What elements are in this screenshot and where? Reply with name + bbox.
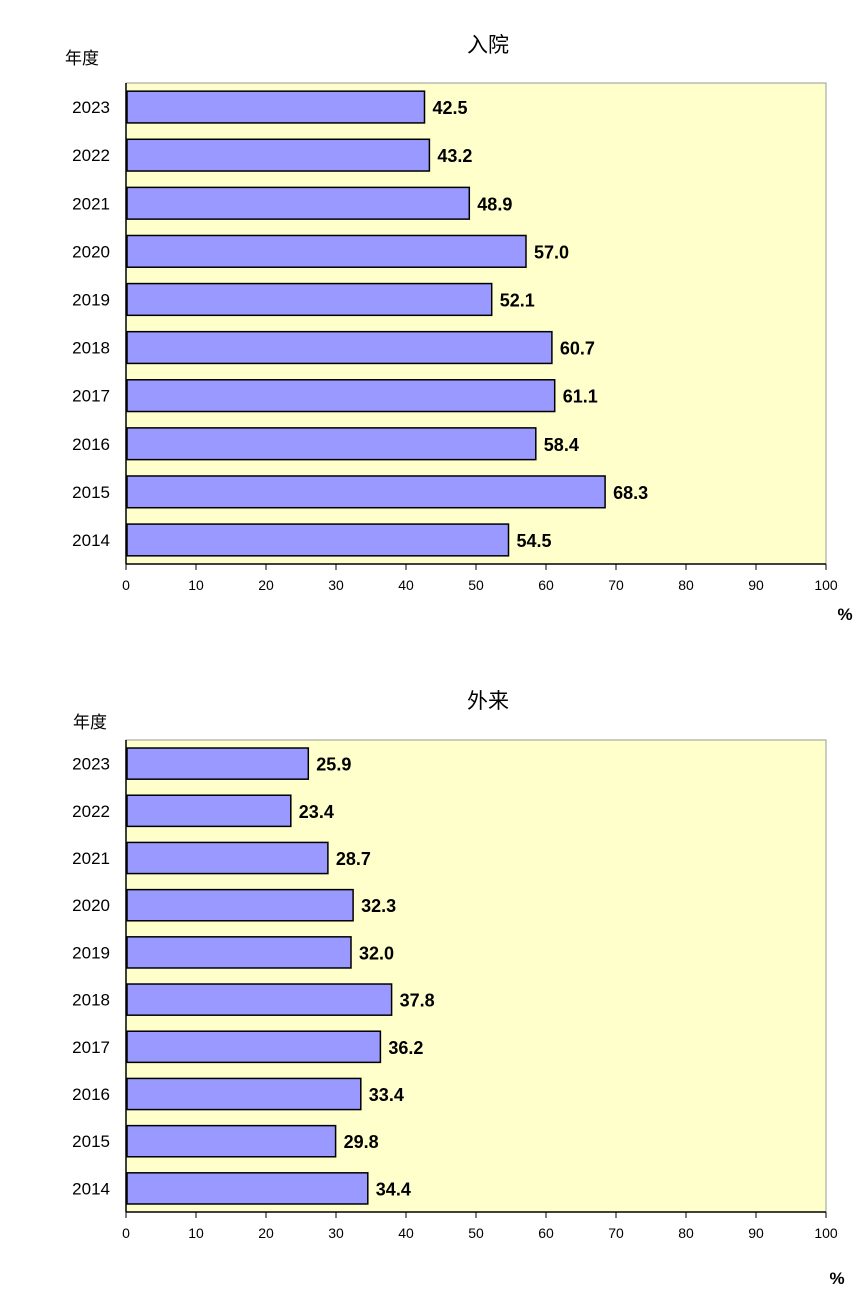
- x-tick-label: 40: [398, 1225, 414, 1241]
- value-label: 68.3: [613, 483, 648, 503]
- category-label: 2017: [72, 387, 110, 406]
- x-tick-label: 0: [122, 1225, 130, 1241]
- bar-2023: [126, 90, 426, 124]
- category-label: 2015: [72, 1132, 110, 1151]
- x-tick-label: 100: [814, 577, 838, 593]
- category-label: 2022: [72, 802, 110, 821]
- category-label: 2021: [72, 194, 110, 213]
- value-label: 61.1: [563, 387, 598, 407]
- chart-title: 入院: [467, 33, 509, 57]
- value-label: 32.0: [359, 943, 394, 963]
- value-label: 42.5: [433, 98, 468, 118]
- bar-2018: [126, 983, 393, 1016]
- category-label: 2021: [72, 849, 110, 868]
- value-label: 29.8: [344, 1132, 379, 1152]
- x-tick-label: 70: [608, 577, 624, 593]
- category-label: 2014: [72, 531, 110, 550]
- category-label: 2017: [72, 1038, 110, 1057]
- category-label: 2023: [72, 98, 110, 117]
- bar-2020: [126, 234, 527, 268]
- category-label: 2019: [72, 943, 110, 962]
- value-label: 34.4: [376, 1179, 411, 1199]
- x-axis-unit: %: [829, 1269, 844, 1288]
- value-label: 33.4: [369, 1085, 404, 1105]
- bar-2018: [126, 330, 553, 365]
- value-label: 32.3: [361, 896, 396, 916]
- category-label: 2016: [72, 435, 110, 454]
- bar-2019: [126, 936, 352, 969]
- bar-2015: [126, 1124, 337, 1158]
- x-tick-label: 30: [328, 577, 344, 593]
- category-label: 2016: [72, 1085, 110, 1104]
- bar-2016: [126, 427, 537, 461]
- x-tick-label: 100: [814, 1225, 838, 1241]
- x-tick-label: 50: [468, 1225, 484, 1241]
- category-label: 2020: [72, 242, 110, 261]
- value-label: 58.4: [544, 435, 579, 455]
- x-tick-label: 80: [678, 577, 694, 593]
- y-axis-label: 年度: [73, 713, 107, 733]
- value-label: 57.0: [534, 242, 569, 262]
- x-tick-label: 90: [748, 1225, 764, 1241]
- x-tick-label: 60: [538, 577, 554, 593]
- bar-2021: [126, 186, 471, 220]
- category-label: 2015: [72, 483, 110, 502]
- value-label: 23.4: [299, 802, 334, 822]
- x-tick-label: 20: [258, 577, 274, 593]
- category-label: 2019: [72, 290, 110, 309]
- value-label: 43.2: [437, 146, 472, 166]
- chart-title: 外来: [467, 689, 509, 713]
- value-label: 54.5: [517, 531, 552, 551]
- category-label: 2014: [72, 1179, 110, 1198]
- category-label: 2022: [72, 146, 110, 165]
- x-tick-label: 70: [608, 1225, 624, 1241]
- bar-2023: [126, 747, 310, 780]
- x-tick-label: 50: [468, 577, 484, 593]
- x-tick-label: 80: [678, 1225, 694, 1241]
- value-label: 36.2: [388, 1038, 423, 1058]
- x-axis-unit: %: [837, 605, 852, 624]
- x-tick-label: 10: [188, 1225, 204, 1241]
- bar-2019: [126, 282, 493, 317]
- x-tick-label: 60: [538, 1225, 554, 1241]
- value-label: 52.1: [500, 290, 535, 310]
- x-tick-label: 0: [122, 577, 130, 593]
- bar-2017: [126, 1030, 382, 1064]
- x-tick-label: 30: [328, 1225, 344, 1241]
- value-label: 25.9: [316, 755, 351, 775]
- value-label: 60.7: [560, 339, 595, 359]
- bar-2021: [126, 841, 329, 875]
- category-label: 2020: [72, 896, 110, 915]
- bar-2017: [126, 379, 556, 413]
- x-tick-label: 20: [258, 1225, 274, 1241]
- x-tick-label: 90: [748, 577, 764, 593]
- x-tick-label: 40: [398, 577, 414, 593]
- bar-2022: [126, 138, 431, 172]
- category-label: 2018: [72, 339, 110, 358]
- bar-2015: [126, 475, 606, 509]
- bar-2020: [126, 888, 354, 922]
- x-tick-label: 10: [188, 577, 204, 593]
- bar-2014: [126, 1172, 369, 1205]
- value-label: 48.9: [477, 194, 512, 214]
- bar-2022: [126, 794, 292, 828]
- bar-2014: [126, 523, 510, 557]
- category-label: 2023: [72, 755, 110, 774]
- y-axis-label: 年度: [65, 49, 99, 69]
- value-label: 37.8: [400, 991, 435, 1011]
- value-label: 28.7: [336, 849, 371, 869]
- bar-2016: [126, 1077, 362, 1111]
- category-label: 2018: [72, 991, 110, 1010]
